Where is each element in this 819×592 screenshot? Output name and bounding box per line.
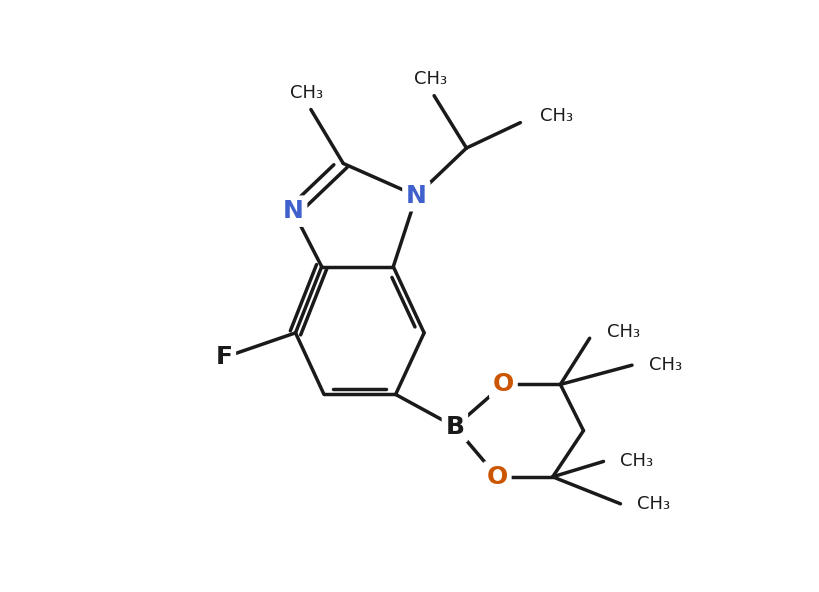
Text: N: N: [283, 199, 303, 223]
Text: CH₃: CH₃: [636, 495, 670, 513]
Text: B: B: [445, 415, 464, 439]
Text: CH₃: CH₃: [539, 108, 572, 126]
Text: F: F: [215, 346, 232, 369]
Text: O: O: [486, 465, 507, 489]
Text: CH₃: CH₃: [414, 70, 446, 88]
Text: CH₃: CH₃: [648, 356, 681, 374]
Text: N: N: [405, 184, 427, 208]
Text: O: O: [492, 372, 514, 397]
Text: CH₃: CH₃: [606, 323, 639, 341]
Text: CH₃: CH₃: [620, 452, 653, 471]
Text: CH₃: CH₃: [290, 83, 324, 102]
